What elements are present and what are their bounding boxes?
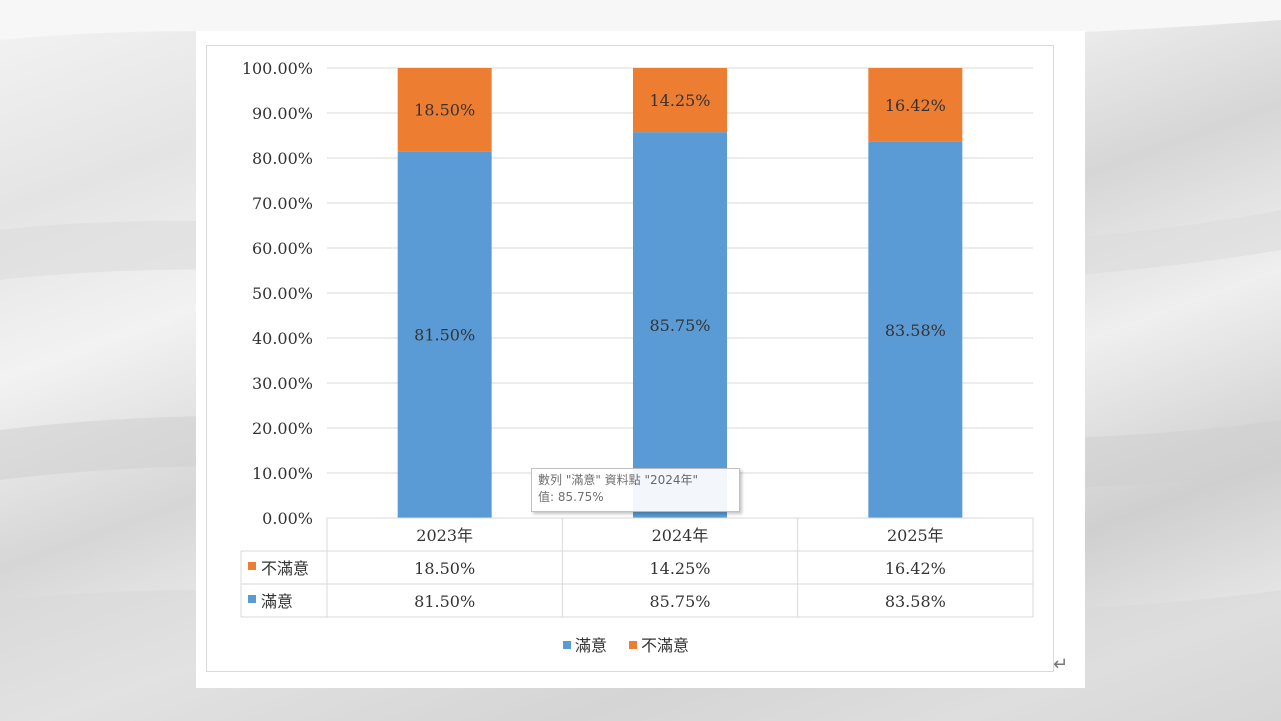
- y-tick-label: 40.00%: [252, 329, 313, 348]
- bar-data-label: 83.58%: [885, 321, 946, 340]
- legend-label: 滿意: [575, 636, 607, 655]
- bar-satisfied[interactable]: [633, 132, 727, 518]
- y-tick-label: 60.00%: [252, 239, 313, 258]
- table-cell: 83.58%: [885, 592, 946, 611]
- data-point-tooltip: 數列 "滿意" 資料點 "2024年" 值: 85.75%: [531, 468, 740, 512]
- bar-data-label: 18.50%: [414, 101, 475, 120]
- legend-item[interactable]: 不滿意: [629, 636, 689, 655]
- y-tick-label: 30.00%: [252, 374, 313, 393]
- bar-data-label: 14.25%: [649, 91, 710, 110]
- table-legend-key: [248, 562, 256, 570]
- data-labels: 81.50% 18.50% 85.75% 14.25% 83.58% 16.42%: [414, 91, 946, 345]
- tooltip-series-line: 數列 "滿意" 資料點 "2024年": [538, 473, 699, 487]
- y-tick-label: 0.00%: [262, 509, 313, 528]
- table-cell: 14.25%: [649, 559, 710, 578]
- bar-satisfied[interactable]: [397, 151, 492, 518]
- bar-unsatisfied[interactable]: [633, 68, 727, 133]
- table-cell: 18.50%: [414, 559, 475, 578]
- legend-label: 不滿意: [641, 636, 689, 655]
- stacked-bar-chart[interactable]: 0.00% 10.00% 20.00% 30.00% 40.00% 50.00% 60.00…: [207, 46, 1055, 673]
- bar-unsatisfied[interactable]: [397, 68, 492, 152]
- y-tick-label: 80.00%: [252, 149, 313, 168]
- table-legend-key: [248, 595, 256, 603]
- bar-satisfied[interactable]: [868, 141, 963, 518]
- chart-frame[interactable]: 0.00% 10.00% 20.00% 30.00% 40.00% 50.00% 60.00…: [206, 45, 1054, 672]
- bar-unsatisfied[interactable]: [868, 68, 963, 142]
- table-series-name: 不滿意: [261, 559, 309, 578]
- table-cell: 85.75%: [649, 592, 710, 611]
- bar-data-label: 81.50%: [414, 326, 475, 345]
- legend-item[interactable]: 滿意: [563, 636, 607, 655]
- paragraph-mark-icon: ↵: [1053, 654, 1069, 675]
- bars[interactable]: [397, 68, 963, 518]
- tooltip-value-line: 值: 85.75%: [538, 490, 604, 504]
- chart-card[interactable]: 0.00% 10.00% 20.00% 30.00% 40.00% 50.00% 60.00…: [196, 31, 1085, 688]
- table-cell: 81.50%: [414, 592, 475, 611]
- legend[interactable]: 滿意 不滿意: [563, 636, 689, 655]
- y-tick-label: 90.00%: [252, 104, 313, 123]
- bar-data-label: 85.75%: [649, 316, 710, 335]
- table-series-name: 滿意: [261, 592, 293, 611]
- legend-swatch: [563, 641, 571, 649]
- y-tick-label: 100.00%: [242, 59, 313, 78]
- table-cell: 16.42%: [885, 559, 946, 578]
- x-category-label: 2025年: [887, 526, 944, 545]
- y-axis-tick-labels: 0.00% 10.00% 20.00% 30.00% 40.00% 50.00% 60.00…: [242, 59, 313, 528]
- x-category-label: 2023年: [416, 526, 473, 545]
- bar-data-label: 16.42%: [885, 96, 946, 115]
- y-tick-label: 20.00%: [252, 419, 313, 438]
- y-tick-label: 10.00%: [252, 464, 313, 483]
- y-tick-label: 50.00%: [252, 284, 313, 303]
- x-category-label: 2024年: [652, 526, 709, 545]
- y-tick-label: 70.00%: [252, 194, 313, 213]
- legend-swatch: [629, 641, 637, 649]
